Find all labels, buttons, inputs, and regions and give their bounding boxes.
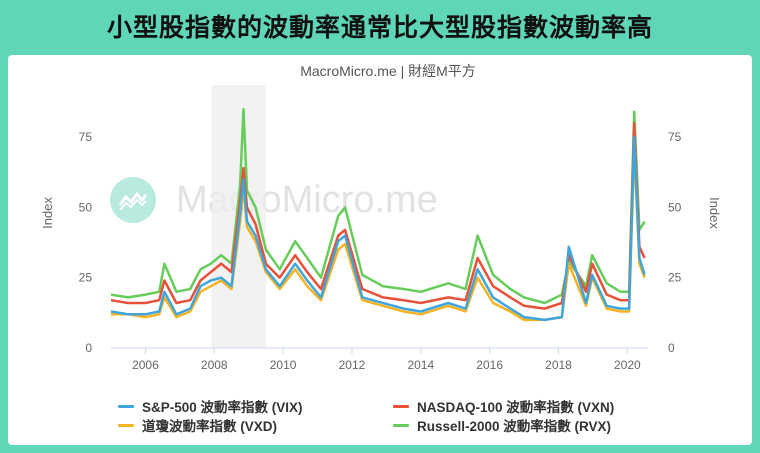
legend-swatch-vix <box>118 404 134 408</box>
volatility-chart: MacroMicro.me | 財經M平方 Index Index 0 25 50 7… <box>40 63 722 372</box>
legend-item-rvx[interactable]: Russell-2000 波動率指數 (RVX) <box>393 415 611 435</box>
legend-label-rvx: Russell-2000 波動率指數 (RVX) <box>417 419 612 434</box>
x-tick-label: 2006 <box>132 358 159 372</box>
chart-source: MacroMicro.me | 財經M平方 <box>300 63 476 79</box>
y-tick-label-right: 75 <box>668 130 682 144</box>
series-line-rvx[interactable] <box>110 107 646 305</box>
legend-label-vxd: 道瓊波動率指數 (VXD) <box>142 419 277 434</box>
series-group <box>110 107 646 322</box>
legend-swatch-vxn <box>393 404 409 408</box>
y-tick-label-left: 25 <box>79 271 93 285</box>
series-line-vxd[interactable] <box>111 149 646 322</box>
x-tick-label: 2020 <box>614 358 641 372</box>
y-tick-label-right: 50 <box>668 200 682 214</box>
legend-label-vxn: NASDAQ-100 波動率指數 (VXN) <box>417 400 615 415</box>
legend-item-vix[interactable]: S&P-500 波動率指數 (VIX) <box>118 396 303 416</box>
y-axis-label-right: Index <box>707 197 722 229</box>
page-title: 小型股指數的波動率通常比大型股指數波動率高 <box>106 13 653 42</box>
legend-swatch-vxd <box>118 423 134 427</box>
x-tick-label: 2010 <box>270 358 297 372</box>
legend-item-vxd[interactable]: 道瓊波動率指數 (VXD) <box>118 415 277 435</box>
y-ticks-right: 0 25 50 75 <box>668 130 682 355</box>
y-tick-label-right: 0 <box>668 341 675 355</box>
y-tick-label-left: 50 <box>79 200 93 214</box>
x-tick-label: 2014 <box>407 358 434 372</box>
legend-item-vxn[interactable]: NASDAQ-100 波動率指數 (VXN) <box>393 396 614 416</box>
x-tick-label: 2016 <box>476 358 503 372</box>
title-banner: 小型股指數的波動率通常比大型股指數波動率高 <box>0 0 760 52</box>
x-ticks: 2006 2008 2010 2012 2014 2016 2018 2020 <box>132 348 641 372</box>
chart-card: MacroMicro.me MacroMicro.me | 財經M平方 Inde… <box>8 55 752 445</box>
x-tick-label: 2012 <box>339 358 366 372</box>
y-tick-label-left: 75 <box>79 130 93 144</box>
legend-label-vix: S&P-500 波動率指數 (VIX) <box>142 400 303 415</box>
series-line-vix[interactable] <box>110 135 646 322</box>
legend-swatch-rvx <box>393 423 409 427</box>
y-tick-label-right: 25 <box>668 271 682 285</box>
y-ticks-left: 0 25 50 75 <box>79 130 93 355</box>
y-tick-label-left: 0 <box>85 341 92 355</box>
chart-legend: S&P-500 波動率指數 (VIX) NASDAQ-100 波動率指數 (VX… <box>8 392 752 435</box>
x-tick-label: 2018 <box>545 358 572 372</box>
series-line-vxn[interactable] <box>110 121 646 310</box>
x-tick-label: 2008 <box>201 358 228 372</box>
y-axis-label-left: Index <box>40 197 55 229</box>
